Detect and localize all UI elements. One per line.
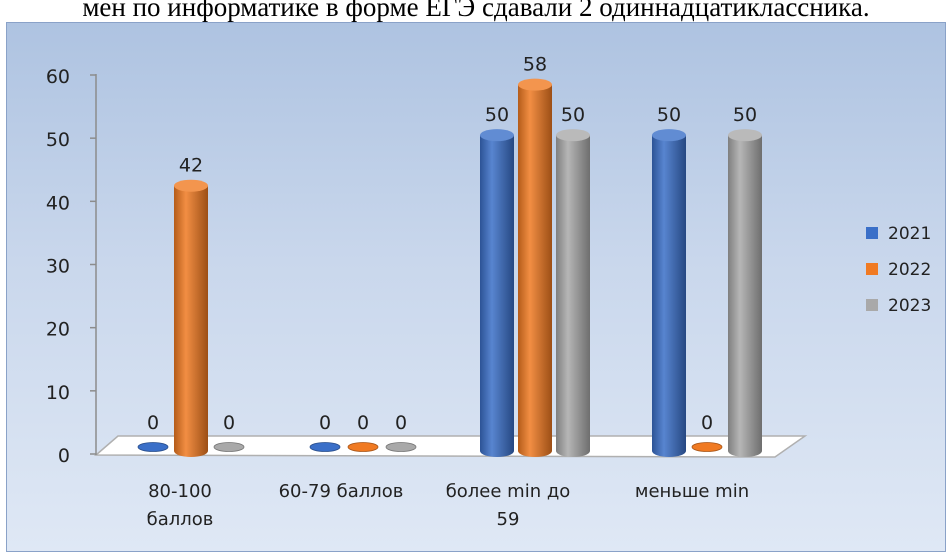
y-tick-label: 50 xyxy=(46,129,70,151)
category-label: баллов xyxy=(147,509,214,530)
data-label: 58 xyxy=(523,54,547,76)
chart-caption: мен по информатике в форме ЕГЭ сдавали 2… xyxy=(82,0,870,22)
bar-2021-3 xyxy=(652,129,686,457)
bar-2022-1 xyxy=(347,442,379,452)
legend-label: 2021 xyxy=(888,224,931,244)
data-labels: 0 42 0 0 0 0 50 58 50 50 0 50 xyxy=(147,54,757,434)
y-tick-label: 30 xyxy=(46,256,70,278)
data-label: 50 xyxy=(733,104,757,126)
data-label: 50 xyxy=(561,104,585,126)
legend: 2021 2022 2023 xyxy=(866,224,931,316)
category-label: 59 xyxy=(497,509,520,530)
legend-label: 2022 xyxy=(888,260,931,280)
data-label: 0 xyxy=(357,412,369,434)
data-label: 50 xyxy=(657,104,681,126)
y-tick-label: 60 xyxy=(46,66,70,88)
data-label: 0 xyxy=(395,412,407,434)
bars xyxy=(137,78,762,457)
bar-2021-2 xyxy=(480,129,514,457)
legend-swatch xyxy=(866,263,878,275)
bar-2023-2 xyxy=(556,129,590,457)
category-label: меньше min xyxy=(635,481,749,502)
legend-swatch xyxy=(866,299,878,311)
bar-2021-1 xyxy=(309,442,341,452)
category-label: более min до xyxy=(446,481,571,502)
data-label: 42 xyxy=(179,155,203,177)
chart-floor xyxy=(93,435,808,458)
bar-2023-0 xyxy=(213,442,245,452)
bar-2022-3 xyxy=(691,442,723,452)
category-label: 80-100 xyxy=(148,481,212,502)
data-label: 0 xyxy=(223,412,235,434)
bar-2023-3 xyxy=(728,129,762,457)
data-label: 0 xyxy=(701,412,713,434)
legend-label: 2023 xyxy=(888,296,931,316)
x-axis-categories: 80-100 баллов 60-79 баллов более min до 59 ме… xyxy=(147,481,750,530)
data-label: 0 xyxy=(147,412,159,434)
bar-2023-1 xyxy=(385,442,417,452)
data-label: 50 xyxy=(485,104,509,126)
legend-swatch xyxy=(866,227,878,239)
bar-2021-0 xyxy=(137,442,169,452)
y-tick-label: 0 xyxy=(58,445,70,467)
y-tick-label: 10 xyxy=(46,382,70,404)
y-axis: 0 10 20 30 40 50 60 xyxy=(46,66,97,467)
y-tick-label: 40 xyxy=(46,192,70,214)
bar-2022-2 xyxy=(518,78,552,457)
chart-area xyxy=(6,22,946,552)
bar-2022-0 xyxy=(174,179,208,457)
data-label: 0 xyxy=(319,412,331,434)
category-label: 60-79 баллов xyxy=(279,481,404,502)
floor-plane xyxy=(93,435,808,458)
y-tick-label: 20 xyxy=(46,319,70,341)
